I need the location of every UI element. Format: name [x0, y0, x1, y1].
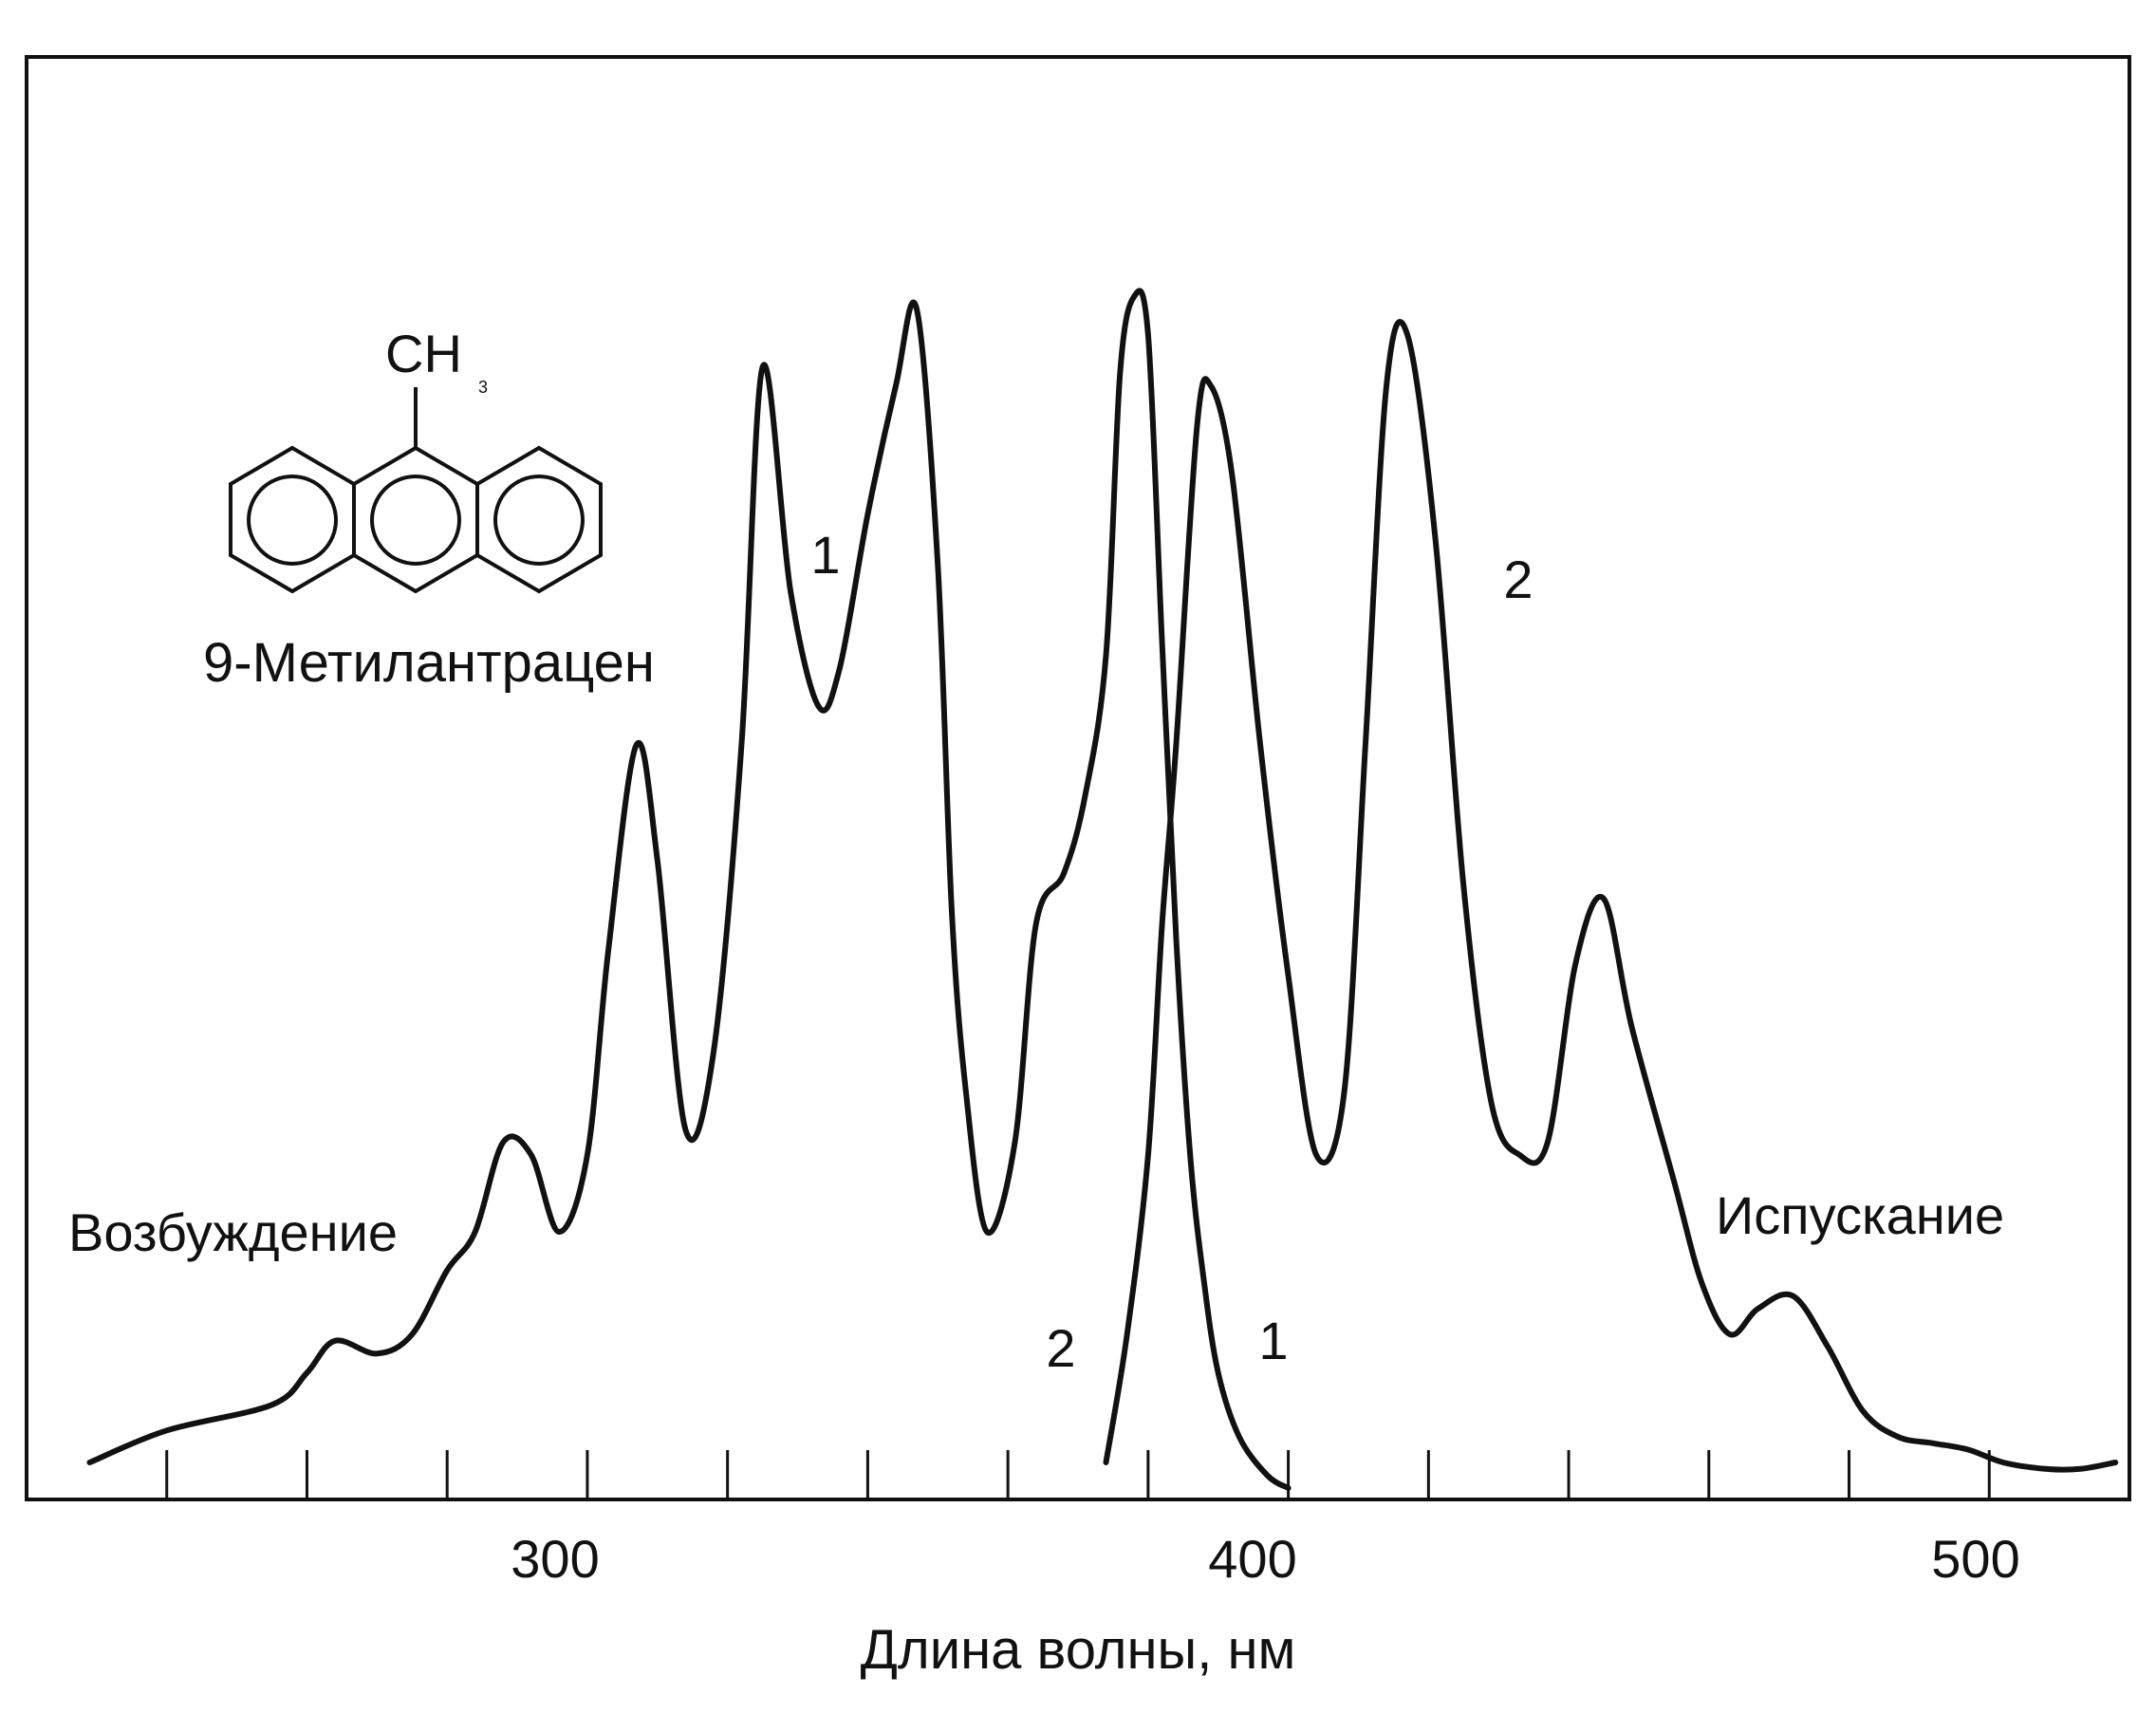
- curve-label-1-bottom: 1: [1258, 1311, 1288, 1370]
- emission-curve-2: [1103, 319, 2119, 1473]
- x-tick-label-400: 400: [1208, 1529, 1296, 1589]
- ring-right: [475, 445, 603, 594]
- emission-label: Испускание: [1716, 1185, 2004, 1245]
- plot-frame: [25, 55, 2131, 1501]
- x-tick-label-500: 500: [1931, 1529, 2019, 1589]
- curve-label-2-bottom: 2: [1046, 1318, 1075, 1378]
- curve-label-2-top: 2: [1503, 549, 1533, 609]
- curves: [86, 288, 2119, 1491]
- molecule-structure: [229, 387, 603, 594]
- formula-ch: CH: [385, 324, 462, 383]
- formula-subscript: 3: [478, 378, 488, 397]
- curve-label-1-top: 1: [810, 525, 840, 585]
- x-axis-label: Длина волны, нм: [861, 1619, 1296, 1681]
- excitation-label: Возбуждение: [68, 1202, 398, 1262]
- x-tick-label-300: 300: [511, 1529, 599, 1589]
- aromatic-circle-middle: [370, 475, 461, 566]
- aromatic-circle-right: [493, 475, 585, 566]
- excitation-curve-1: [86, 288, 1292, 1491]
- aromatic-circle-left: [247, 475, 338, 566]
- compound-name: 9-Метилантрацен: [203, 632, 655, 694]
- x-axis-ticks: [165, 1450, 1991, 1499]
